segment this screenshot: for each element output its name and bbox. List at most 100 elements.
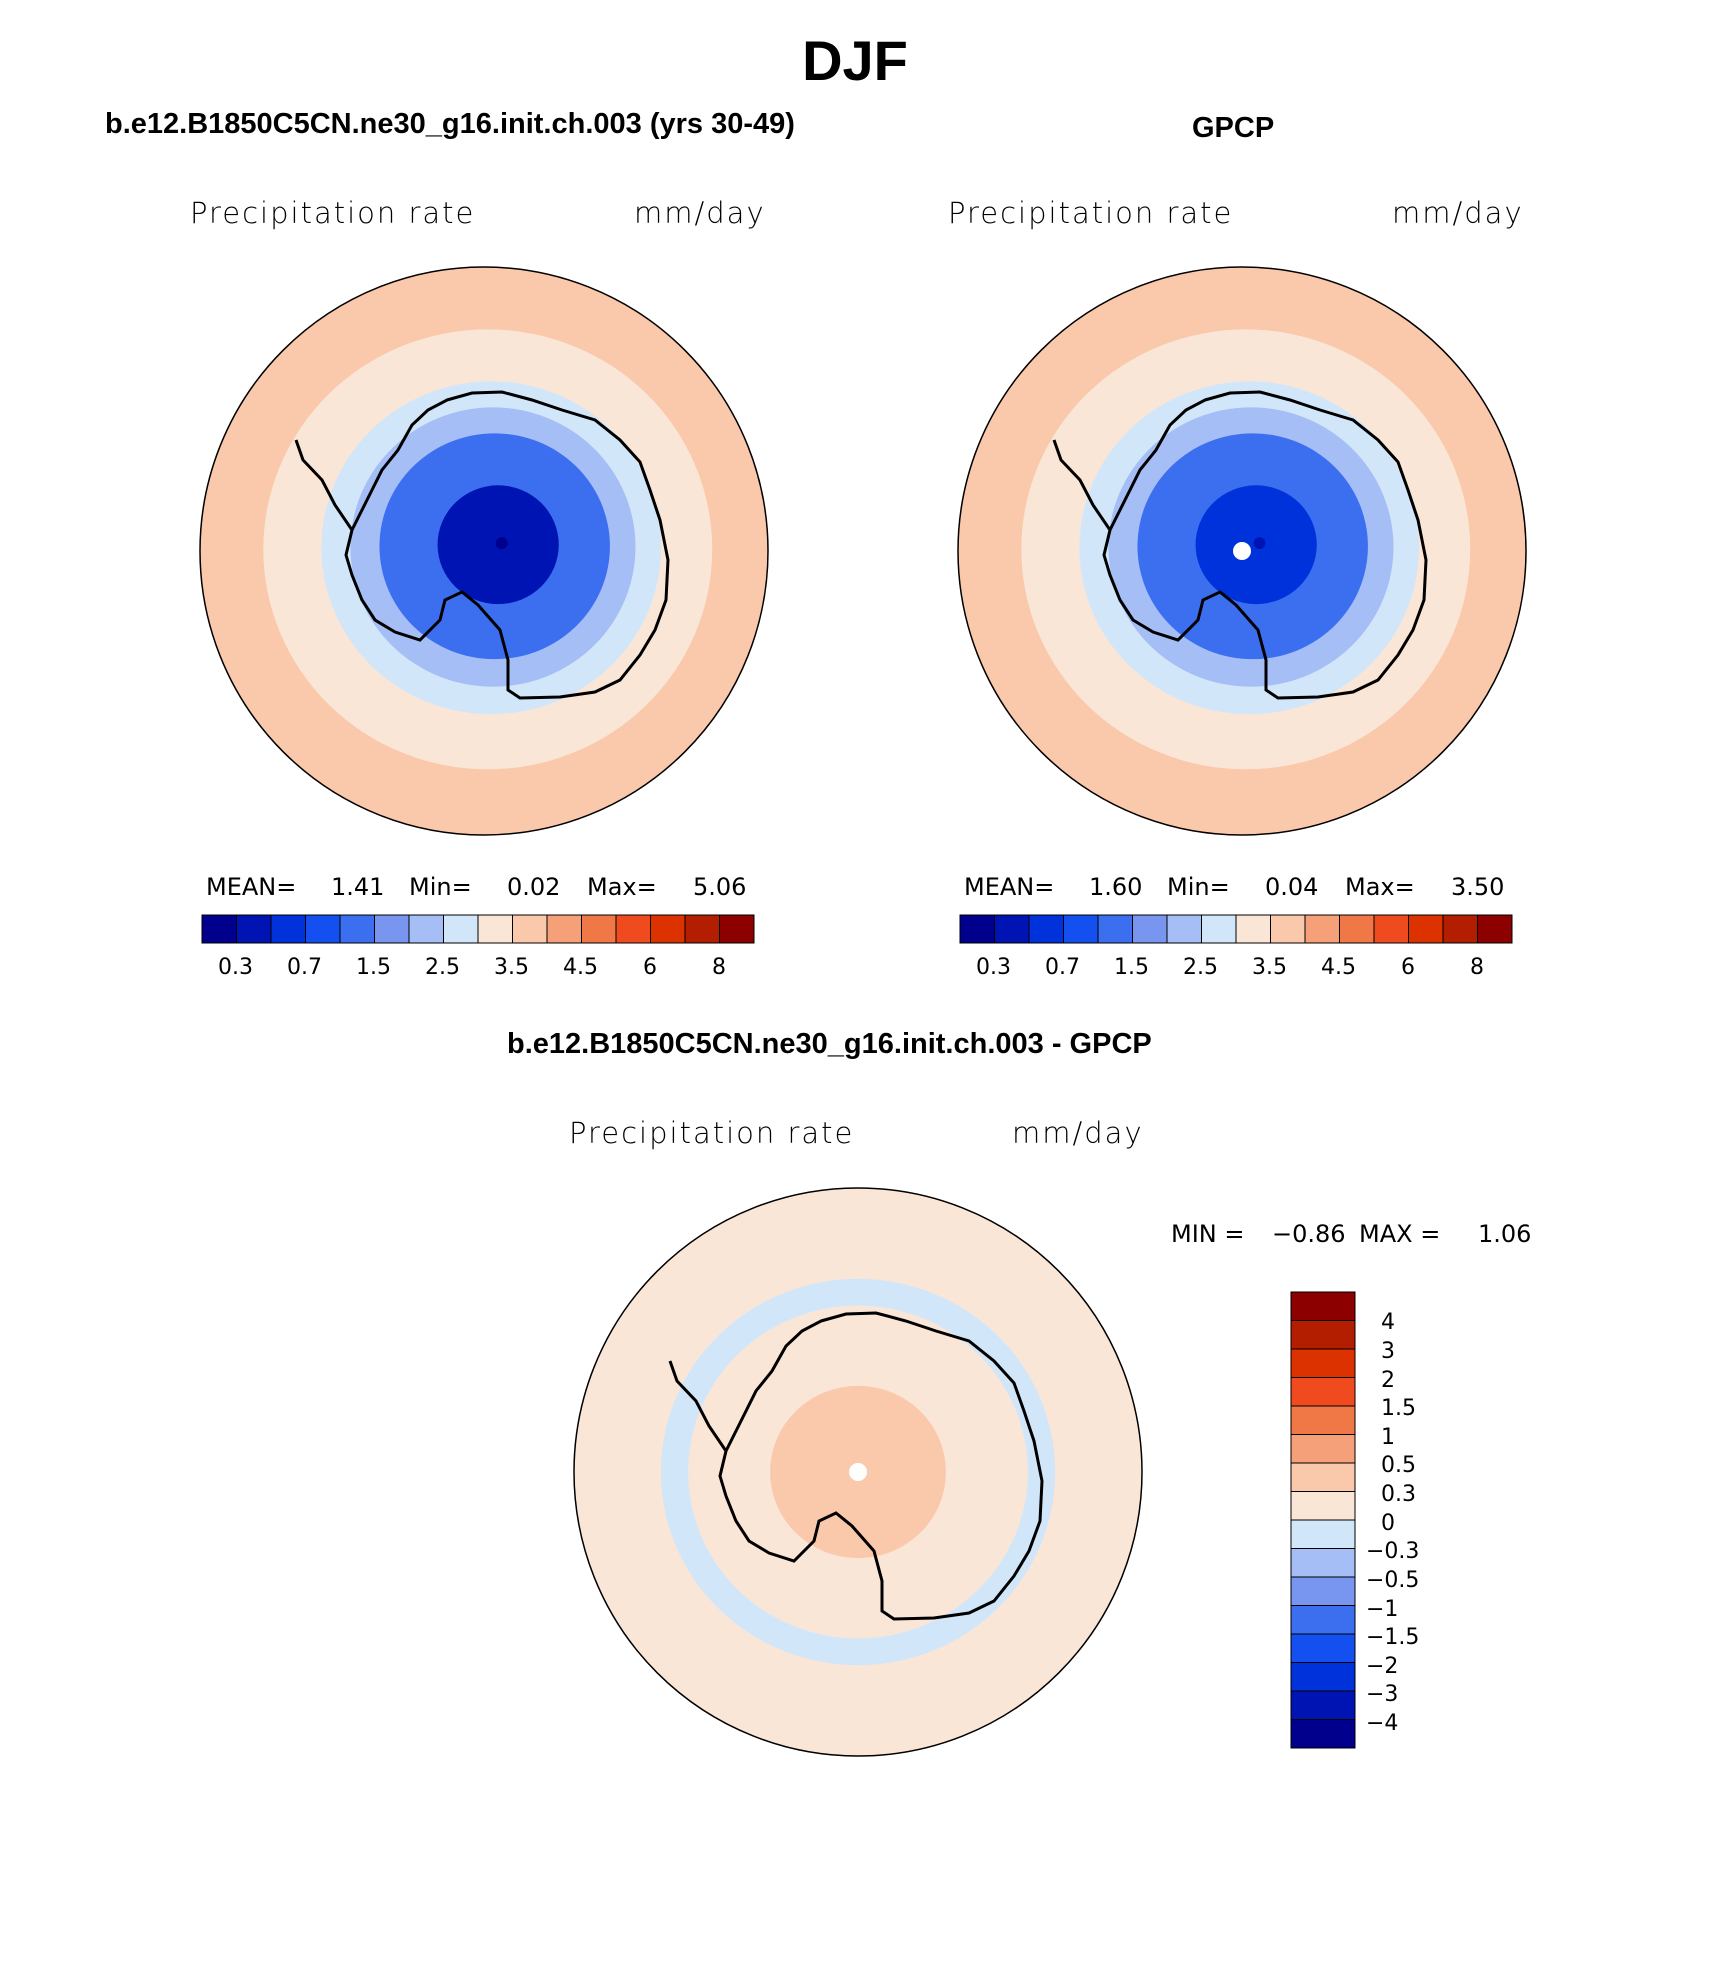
colorbar-box xyxy=(270,914,306,944)
colorbar-box xyxy=(1270,914,1306,944)
panel2-colorbar-tick: 6 xyxy=(1401,955,1415,980)
panel1-map xyxy=(200,267,768,835)
panel3-min-label: MIN = xyxy=(1171,1220,1245,1248)
panel2-map-border xyxy=(957,266,1527,836)
colorbar-box xyxy=(305,914,341,944)
panel3-min-value: −0.86 xyxy=(1272,1220,1346,1248)
panel1-colorbar xyxy=(201,914,755,944)
panel3-colorbar-tick: −1.5 xyxy=(1366,1625,1420,1650)
panel2-peninsula xyxy=(1052,439,1112,531)
panel1-title: b.e12.B1850C5CN.ne30_g16.init.ch.003 (yr… xyxy=(105,108,795,140)
panel3-colorbar-tick: 2 xyxy=(1381,1368,1395,1393)
colorbar-box xyxy=(546,914,582,944)
panel3-antarctica-coastline xyxy=(718,1311,1044,1621)
contour-band xyxy=(1253,537,1266,550)
colorbar-box xyxy=(443,914,479,944)
colorbar-box xyxy=(719,914,755,944)
panel1-colorbar-tick: 8 xyxy=(712,955,726,980)
colorbar-box xyxy=(581,914,617,944)
colorbar-box xyxy=(201,914,237,944)
panel1-peninsula xyxy=(294,439,354,531)
panel3-colorbar-tick: −3 xyxy=(1366,1682,1399,1707)
panel2-title: GPCP xyxy=(1192,112,1275,144)
colorbar-box xyxy=(1442,914,1478,944)
colorbar-box xyxy=(1097,914,1133,944)
colorbar-box xyxy=(1290,1462,1356,1492)
panel1-colorbar-tick: 4.5 xyxy=(563,955,598,980)
colorbar-box xyxy=(1290,1519,1356,1549)
panel2-variable: Precipitation rate xyxy=(948,196,1234,230)
panel2-colorbar-tick: 0.3 xyxy=(976,955,1011,980)
panel2-colorbar-tick: 3.5 xyxy=(1252,955,1287,980)
colorbar-box xyxy=(1063,914,1099,944)
panel3-colorbar-tick: 1.5 xyxy=(1381,1396,1416,1421)
panel2-max-value: 3.50 xyxy=(1451,873,1505,901)
colorbar-box xyxy=(477,914,513,944)
colorbar-box xyxy=(1290,1320,1356,1350)
panel1-min-value: 0.02 xyxy=(507,873,561,901)
colorbar-box xyxy=(1290,1633,1356,1663)
colorbar-box xyxy=(615,914,651,944)
panel1-mean-value: 1.41 xyxy=(331,873,385,901)
panel1-colorbar-tick: 3.5 xyxy=(494,955,529,980)
colorbar-box xyxy=(1166,914,1202,944)
colorbar-box xyxy=(1290,1605,1356,1635)
panel3-map-border xyxy=(573,1187,1143,1757)
colorbar-box xyxy=(1235,914,1271,944)
panel1-variable: Precipitation rate xyxy=(190,196,476,230)
panel2-units: mm/day xyxy=(1392,196,1524,230)
colorbar-box xyxy=(1290,1548,1356,1578)
colorbar-box xyxy=(1290,1719,1356,1749)
panel3-units: mm/day xyxy=(1012,1116,1144,1150)
panel3-variable: Precipitation rate xyxy=(569,1116,855,1150)
panel3-colorbar-tick: 4 xyxy=(1381,1310,1395,1335)
panel1-antarctica-coastline xyxy=(344,390,670,700)
panel2-colorbar-tick: 2.5 xyxy=(1183,955,1218,980)
panel2-colorbar xyxy=(959,914,1513,944)
panel2-colorbar-tick: 1.5 xyxy=(1114,955,1149,980)
panel1-mean-label: MEAN= xyxy=(206,873,297,901)
colorbar-box xyxy=(1290,1405,1356,1435)
panel1-colorbar-tick: 6 xyxy=(643,955,657,980)
panel3-colorbar-tick: −0.3 xyxy=(1366,1539,1420,1564)
figure-title: DJF xyxy=(802,29,908,92)
colorbar-box xyxy=(1290,1576,1356,1606)
panel1-map-border xyxy=(199,266,769,836)
panel3-colorbar-tick: 1 xyxy=(1381,1425,1395,1450)
colorbar-box xyxy=(994,914,1030,944)
panel2-pole-marker xyxy=(1233,542,1251,560)
colorbar-box xyxy=(959,914,995,944)
panel3-colorbar-tick: 0.5 xyxy=(1381,1453,1416,1478)
panel1-units: mm/day xyxy=(634,196,766,230)
panel3-max-label: MAX = xyxy=(1359,1220,1441,1248)
colorbar-box xyxy=(1373,914,1409,944)
panel1-colorbar-tick: 0.3 xyxy=(218,955,253,980)
colorbar-box xyxy=(408,914,444,944)
panel3-pole-marker xyxy=(849,1463,867,1481)
colorbar-box xyxy=(1290,1662,1356,1692)
colorbar-box xyxy=(1304,914,1340,944)
panel1-colorbar-tick: 1.5 xyxy=(356,955,391,980)
contour-band xyxy=(495,537,508,550)
panel2-colorbar-tick: 4.5 xyxy=(1321,955,1356,980)
colorbar-box xyxy=(512,914,548,944)
colorbar-box xyxy=(1477,914,1513,944)
panel3-peninsula xyxy=(668,1360,728,1452)
panel2-colorbar-tick: 8 xyxy=(1470,955,1484,980)
panel3-colorbar-tick: 3 xyxy=(1381,1339,1395,1364)
colorbar-box xyxy=(1290,1348,1356,1378)
colorbar-box xyxy=(684,914,720,944)
colorbar-box xyxy=(1290,1377,1356,1407)
panel1-min-label: Min= xyxy=(409,873,472,901)
panel1-max-label: Max= xyxy=(587,873,657,901)
colorbar-box xyxy=(339,914,375,944)
panel2-min-label: Min= xyxy=(1167,873,1230,901)
panel2-min-value: 0.04 xyxy=(1265,873,1319,901)
colorbar-box xyxy=(374,914,410,944)
panel3-colorbar-tick: −0.5 xyxy=(1366,1568,1420,1593)
colorbar-box xyxy=(1290,1434,1356,1464)
colorbar-box xyxy=(1290,1491,1356,1521)
panel3-colorbar-tick: −1 xyxy=(1366,1597,1399,1622)
panel3-title: b.e12.B1850C5CN.ne30_g16.init.ch.003 - G… xyxy=(507,1028,1152,1060)
